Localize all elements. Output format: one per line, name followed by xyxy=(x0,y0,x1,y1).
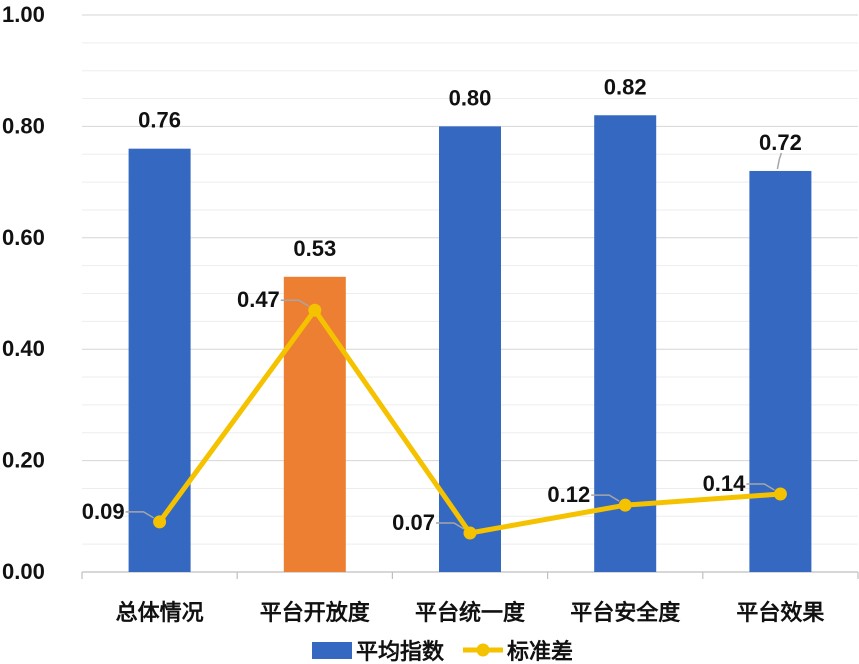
y-tick-label: 0.60 xyxy=(2,225,45,250)
axis-layer: 0.00 0.20 0.40 0.60 0.80 1.00 总体情况 平台开放度 平台统一度 平台… xyxy=(2,2,859,626)
line-data-label: 0.07 xyxy=(392,510,435,535)
leader-line xyxy=(125,511,154,519)
bar-layer xyxy=(128,115,812,573)
line-data-label: 0.12 xyxy=(547,482,590,507)
legend: 平均指数 标准差 xyxy=(312,639,573,664)
x-category-label: 平台效果 xyxy=(736,600,824,626)
y-tick-label: 0.20 xyxy=(2,448,45,473)
x-category-label: 总体情况 xyxy=(116,600,204,626)
x-category-label: 平台开放度 xyxy=(260,600,371,626)
bar-data-label: 0.80 xyxy=(449,85,492,110)
legend-label-bar: 平均指数 xyxy=(356,639,445,664)
bar-data-label: 0.72 xyxy=(759,130,802,155)
line-data-label: 0.47 xyxy=(237,287,280,312)
y-tick-label: 0.40 xyxy=(2,336,45,361)
line-marker xyxy=(618,498,632,512)
y-tick-label: 0.80 xyxy=(2,113,45,138)
bar xyxy=(749,170,812,572)
leader-line xyxy=(746,483,775,491)
line-marker xyxy=(773,487,787,501)
legend-swatch-marker xyxy=(476,643,490,657)
label-layer: 0.76 0.53 0.80 0.82 0.72 0.09 0.47 0.07 0.12 0.14 xyxy=(82,74,802,535)
y-tick-label: 0.00 xyxy=(2,559,45,584)
legend-swatch-bar xyxy=(312,642,352,659)
leader-line xyxy=(280,299,310,307)
bar-data-label: 0.82 xyxy=(604,74,647,99)
bar-data-label: 0.76 xyxy=(138,108,181,133)
bar xyxy=(128,148,191,572)
x-category-label: 平台统一度 xyxy=(415,600,526,626)
leader-line xyxy=(436,522,465,530)
line-marker xyxy=(308,303,322,317)
line-data-label: 0.09 xyxy=(82,499,125,524)
y-tick-label: 1.00 xyxy=(2,2,45,27)
bar xyxy=(283,276,346,572)
leader-line xyxy=(591,494,620,502)
line-marker xyxy=(153,515,167,529)
line-marker xyxy=(463,526,477,540)
line-layer xyxy=(153,303,787,540)
line-data-label: 0.14 xyxy=(703,471,747,496)
bar-data-label: 0.53 xyxy=(293,236,336,261)
bar xyxy=(439,126,501,573)
legend-label-line: 标准差 xyxy=(507,639,573,664)
x-category-label: 平台安全度 xyxy=(570,600,681,626)
leader-line xyxy=(776,152,783,170)
